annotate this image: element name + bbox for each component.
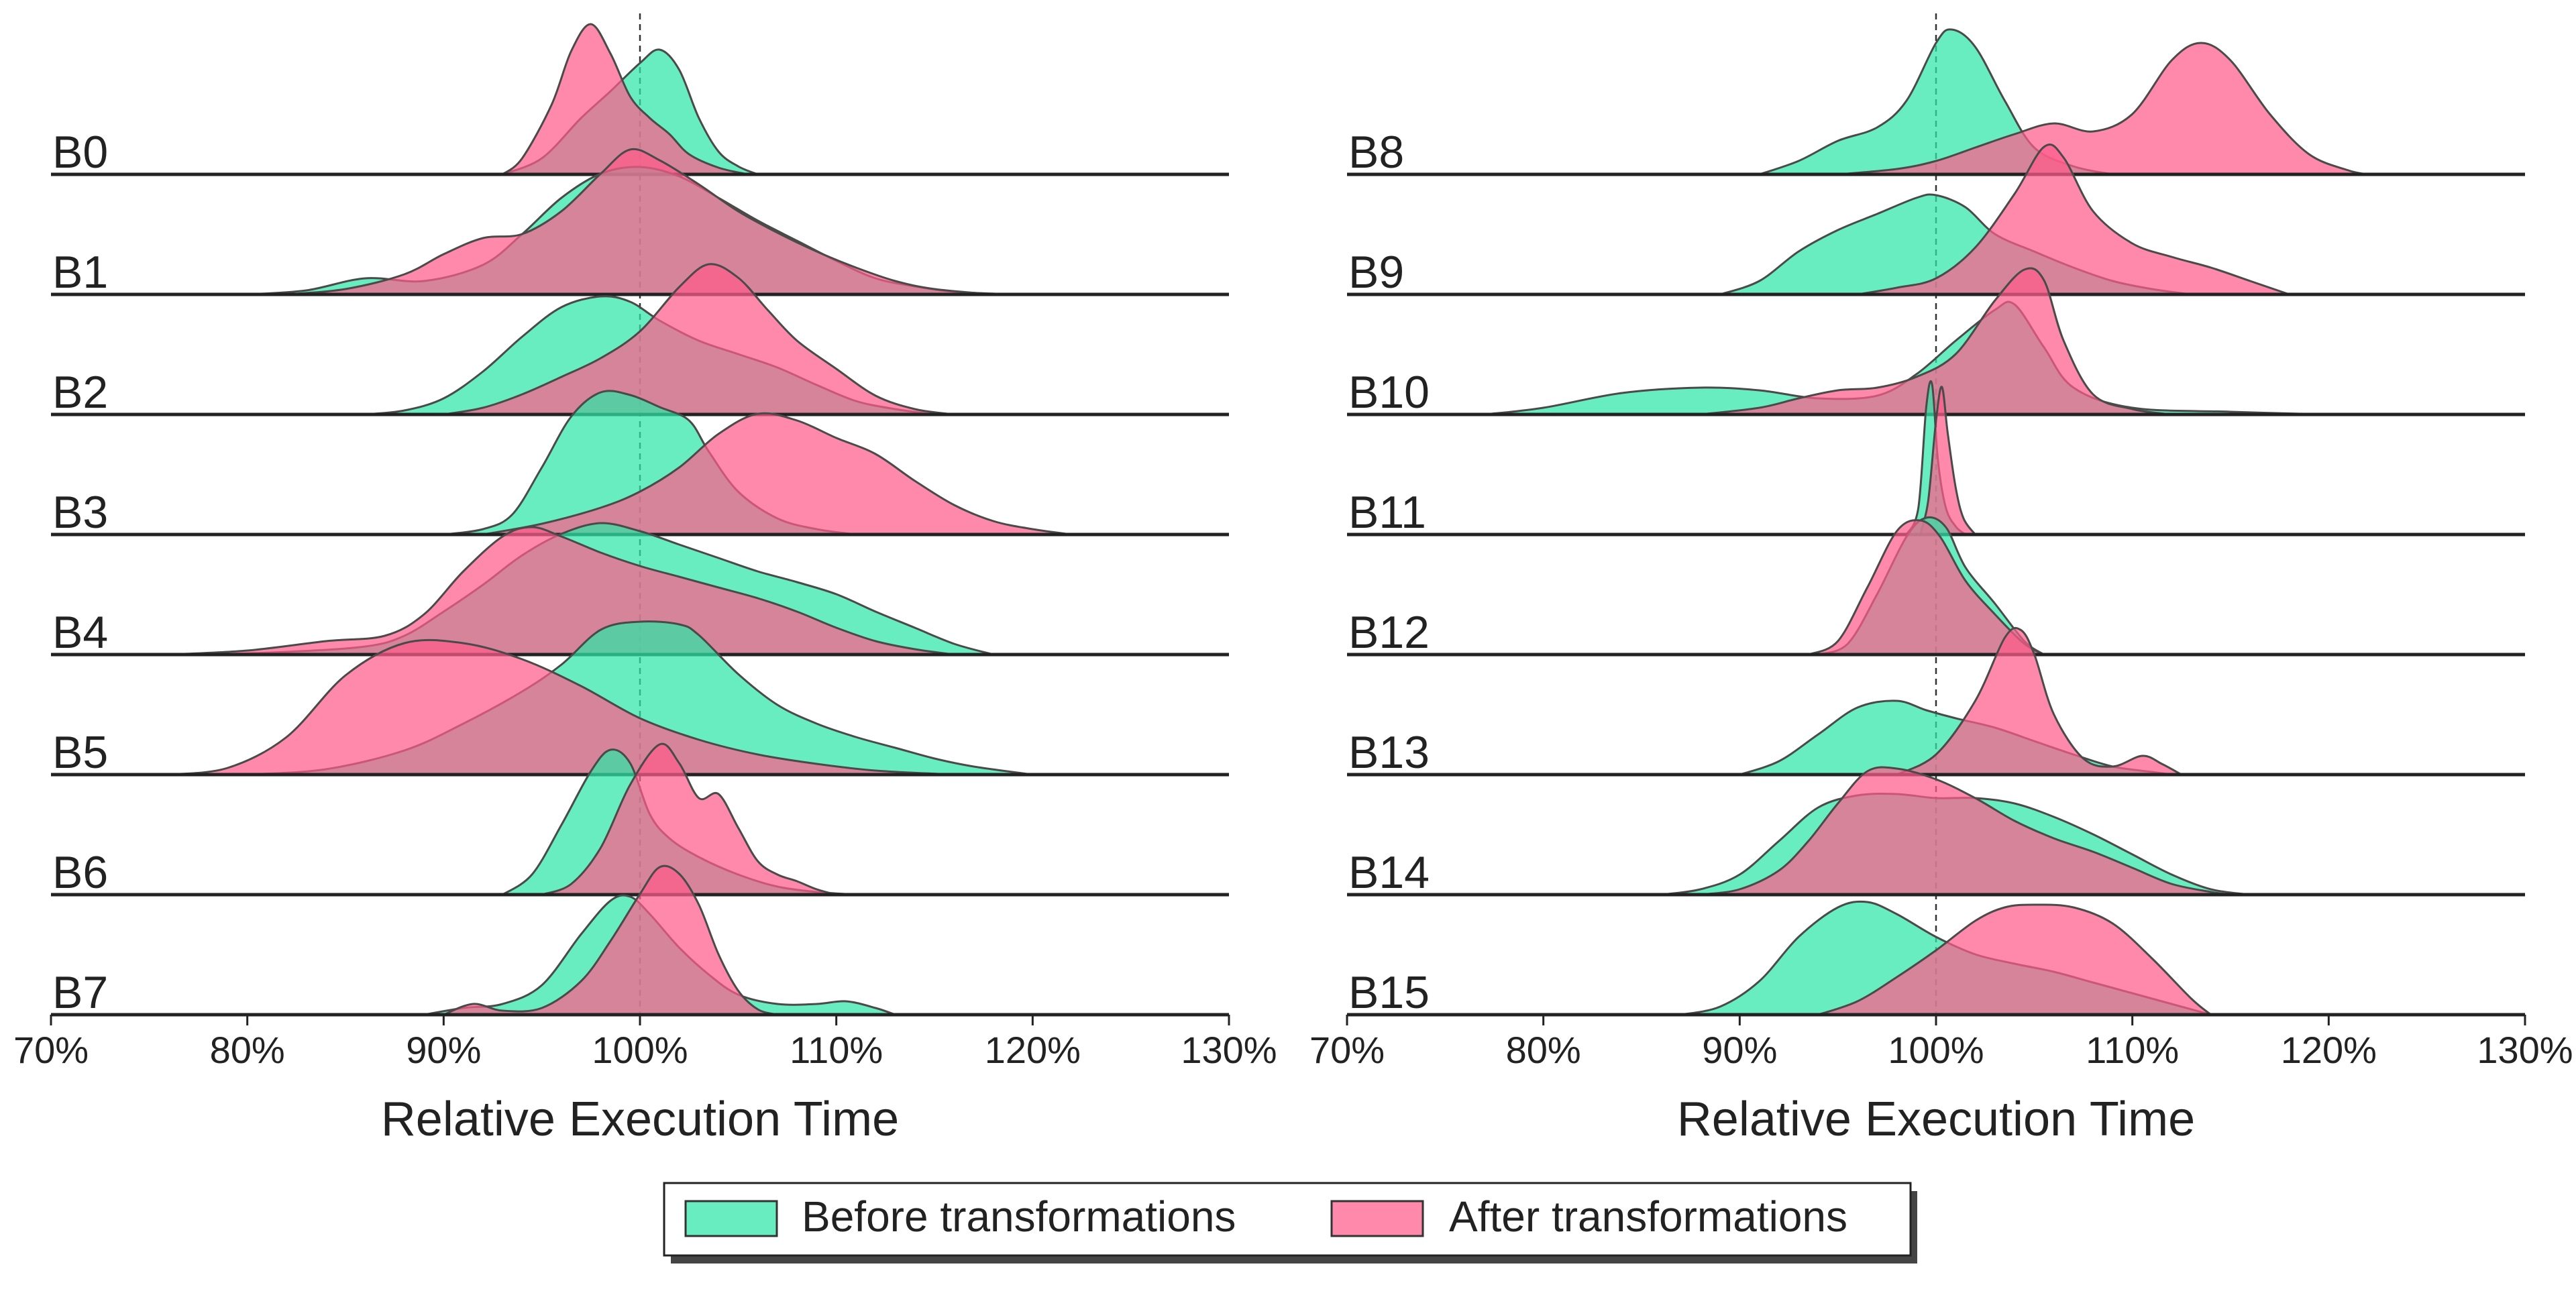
density-after-b10 [1699,267,2173,416]
density-after-b11 [1919,386,1976,536]
legend-swatch-before [684,1200,778,1237]
x-tick-label: 100% [592,1029,688,1071]
ridge-row-b14: B14 [1347,766,2525,898]
density-after-b1 [285,148,995,296]
row-label-b1: B1 [52,247,108,298]
legend-box [663,1182,1912,1257]
density-after-b8 [1837,42,2369,176]
panel-2: B8 B9 B10 B11 B12 B13 B14 B15 70% 80% 90% 100% 110% 1… [1309,13,2573,1146]
ridge-row-b10: B10 [1347,267,2525,418]
legend-label-after: After transformations [1449,1192,1847,1241]
row-label-b0: B0 [52,127,108,178]
row-label-b11: B11 [1348,487,1426,538]
row-label-b10: B10 [1348,367,1430,418]
density-after-b14 [1699,766,2232,896]
row-label-b2: B2 [52,367,108,418]
x-tick-label: 100% [1888,1029,1984,1071]
density-after-b15 [1817,903,2212,1016]
ridge-row-b13: B13 [1347,626,2525,778]
x-tick-label: 120% [2281,1029,2377,1071]
x-tick-label: 110% [790,1029,883,1071]
row-label-b5: B5 [52,727,108,778]
row-label-b14: B14 [1348,847,1430,898]
row-label-b4: B4 [52,607,108,658]
x-tick-label: 80% [1506,1029,1581,1071]
row-label-b7: B7 [52,967,108,1018]
density-after-b9 [1856,143,2291,296]
x-tick-label: 130% [2477,1029,2573,1071]
panel-1: B0 B1 B2 B3 B4 B5 B6 B7 70% 80% 90% 100% 110% 120% 130… [13,13,1277,1146]
density-after-b5 [168,638,955,776]
ridge-row-b8: B8 [1347,28,2525,178]
row-label-b6: B6 [52,847,108,898]
ridge-row-b6: B6 [51,742,1229,898]
x-axis-title: Relative Execution Time [1677,1092,2195,1146]
ridge-row-b2: B2 [51,263,1229,418]
density-after-b3 [482,412,1073,536]
density-after-b6 [541,742,838,896]
density-after-b0 [501,23,749,176]
row-label-b8: B8 [1348,127,1404,178]
density-after-b7 [442,864,779,1016]
x-axis-title: Relative Execution Time [381,1092,899,1146]
legend-swatch-after [1330,1200,1424,1237]
legend: Before transformations After transformat… [663,1182,1917,1264]
legend-label-before: Before transformations [802,1192,1236,1241]
row-label-b9: B9 [1348,247,1404,298]
row-label-b13: B13 [1348,727,1430,778]
density-after-b12 [1807,519,2045,656]
x-tick-label: 80% [210,1029,285,1071]
density-after-b2 [442,263,955,416]
x-tick-label: 90% [406,1029,481,1071]
x-tick-label: 130% [1181,1029,1277,1071]
row-label-b3: B3 [52,487,108,538]
ridge-row-b1: B1 [51,148,1229,298]
x-tick-label: 70% [13,1029,89,1071]
row-label-b15: B15 [1348,967,1430,1018]
ridge-row-b5: B5 [51,620,1229,778]
x-tick-label: 70% [1309,1029,1385,1071]
ridge-row-b12: B12 [1347,516,2525,658]
x-tick-label: 90% [1702,1029,1777,1071]
row-label-b12: B12 [1348,607,1430,658]
ridge-row-b9: B9 [1347,143,2525,298]
density-after-b4 [168,526,955,656]
x-tick-label: 120% [985,1029,1081,1071]
x-tick-label: 110% [2086,1029,2179,1071]
density-after-b13 [1896,626,2183,776]
